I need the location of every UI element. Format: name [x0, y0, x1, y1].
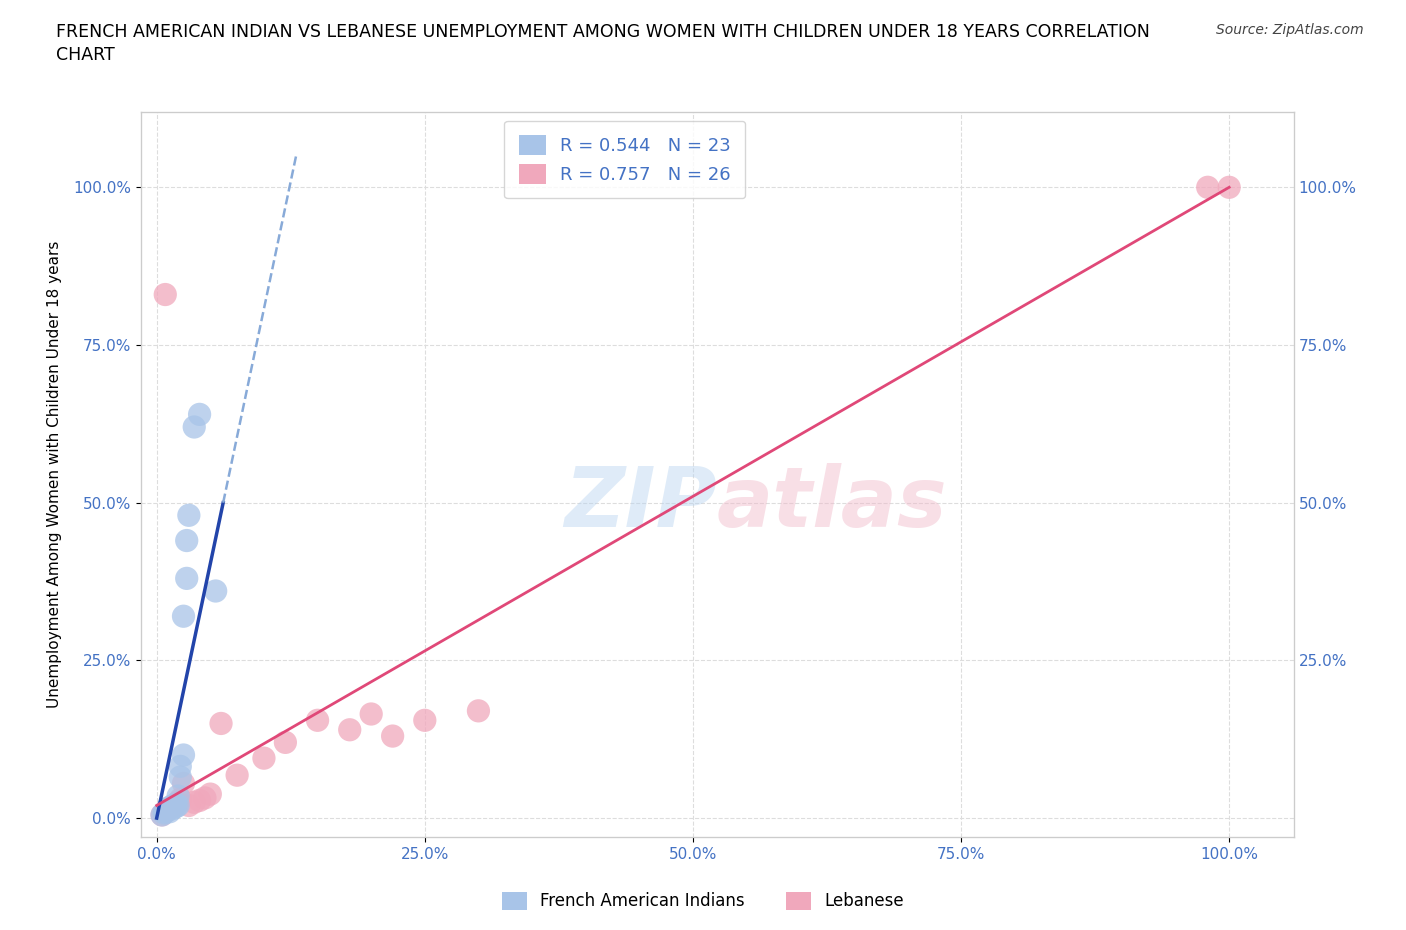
Point: [413, 713, 436, 728]
Point: [156, 801, 179, 816]
Point: [156, 801, 179, 816]
Point: [155, 804, 177, 819]
Legend: French American Indians, Lebanese: French American Indians, Lebanese: [495, 885, 911, 917]
Point: [165, 797, 187, 812]
Point: [165, 799, 187, 814]
Point: [169, 770, 191, 785]
Point: [360, 707, 382, 722]
Point: [167, 789, 190, 804]
Point: [159, 799, 181, 814]
Point: [209, 716, 232, 731]
Point: [173, 609, 195, 624]
Point: [188, 793, 211, 808]
Point: [200, 787, 222, 802]
Point: [169, 759, 191, 774]
Point: [204, 583, 226, 598]
Point: [226, 768, 249, 783]
Point: [183, 795, 205, 810]
Text: atlas: atlas: [717, 463, 948, 544]
Point: [155, 804, 177, 819]
Text: CHART: CHART: [56, 46, 115, 64]
Point: [274, 735, 297, 750]
Point: [162, 798, 184, 813]
Point: [150, 807, 173, 822]
Point: [253, 751, 276, 765]
Point: [1218, 179, 1240, 194]
Point: [162, 801, 184, 816]
Point: [183, 419, 205, 434]
Point: [194, 790, 217, 805]
Point: [155, 287, 177, 302]
Point: [177, 798, 200, 813]
Legend: R = 0.544   N = 23, R = 0.757   N = 26: R = 0.544 N = 23, R = 0.757 N = 26: [505, 121, 745, 198]
Text: Source: ZipAtlas.com: Source: ZipAtlas.com: [1216, 23, 1364, 37]
Point: [307, 713, 329, 728]
Point: [188, 407, 211, 422]
Point: [177, 508, 200, 523]
Point: [173, 776, 195, 790]
Point: [165, 797, 187, 812]
Point: [162, 799, 184, 814]
Point: [167, 798, 190, 813]
Point: [153, 805, 176, 820]
Point: [1197, 179, 1219, 194]
Point: [173, 748, 195, 763]
Point: [167, 795, 190, 810]
Point: [176, 533, 198, 548]
Text: ZIP: ZIP: [564, 463, 717, 544]
Point: [176, 571, 198, 586]
Point: [156, 804, 179, 818]
Point: [381, 728, 404, 743]
Point: [159, 804, 181, 819]
Text: FRENCH AMERICAN INDIAN VS LEBANESE UNEMPLOYMENT AMONG WOMEN WITH CHILDREN UNDER : FRENCH AMERICAN INDIAN VS LEBANESE UNEMP…: [56, 23, 1150, 41]
Point: [169, 791, 191, 806]
Point: [150, 807, 173, 822]
Point: [339, 723, 361, 737]
Y-axis label: Unemployment Among Women with Children Under 18 years: Unemployment Among Women with Children U…: [46, 241, 62, 708]
Point: [467, 703, 489, 718]
